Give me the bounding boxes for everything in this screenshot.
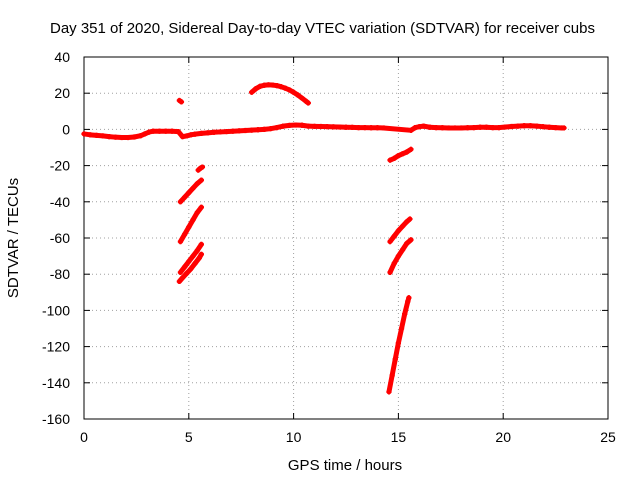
y-tick-label: -80: [50, 266, 70, 282]
data-point: [198, 241, 204, 247]
series-segment: [386, 373, 395, 395]
series-drop-track-g: [387, 237, 414, 275]
x-tick-label: 20: [495, 429, 511, 445]
y-tick-label: -40: [50, 194, 70, 210]
data-series: [81, 82, 567, 395]
y-tick-label: -60: [50, 230, 70, 246]
y-tick-label: -120: [42, 339, 70, 355]
x-axis-label: GPS time / hours: [288, 457, 402, 474]
y-tick-label: 0: [62, 121, 70, 137]
series-segment: [392, 340, 401, 362]
series-segment: [389, 356, 398, 379]
plot-frame: [83, 56, 609, 420]
x-tick-label: 25: [600, 429, 616, 445]
data-point: [198, 251, 204, 257]
grid-lines: [84, 57, 608, 419]
data-point: [407, 216, 413, 222]
y-tick-label: -20: [50, 158, 70, 174]
x-tick-label: 15: [391, 429, 407, 445]
axis-ticks: [83, 56, 609, 420]
data-point: [561, 125, 567, 131]
series-segment: [381, 125, 414, 133]
x-tick-label: 5: [185, 429, 193, 445]
series-drop-track-d: [176, 251, 204, 285]
series-main-trace: [81, 122, 567, 141]
series-drop-track-a: [177, 177, 204, 205]
data-point: [408, 146, 414, 152]
series-drop-track-b: [177, 204, 204, 245]
y-tick-label: 20: [54, 85, 70, 101]
series-drop-track-c: [177, 241, 204, 275]
y-axis-tick-labels: 40 20 0 -20 -40 -60 -80 -100 -120 -140 -160: [42, 49, 70, 427]
y-axis-label: SDTVAR / TECUs: [5, 178, 22, 298]
series-drop-track-f: [387, 216, 413, 245]
data-point: [198, 204, 204, 210]
series-drop-track-e: [387, 146, 414, 163]
x-tick-label: 10: [286, 429, 302, 445]
data-point: [199, 164, 206, 170]
data-point: [408, 237, 414, 243]
series-arc-near-9h: [249, 82, 311, 106]
data-point: [406, 295, 412, 301]
y-tick-label: 40: [54, 49, 70, 65]
x-tick-label: 0: [80, 429, 88, 445]
data-point: [178, 99, 185, 105]
series-isolated-point-4.6h: [176, 97, 185, 105]
y-tick-label: -160: [42, 411, 70, 427]
x-axis-tick-labels: 0 5 10 15 20 25: [80, 429, 616, 445]
y-tick-label: -140: [42, 375, 70, 391]
chart-title: Day 351 of 2020, Sidereal Day-to-day VTE…: [50, 20, 595, 37]
data-point: [198, 177, 204, 183]
y-tick-label: -100: [42, 302, 70, 318]
series-short-segment-5.5h: [195, 164, 206, 173]
data-point: [305, 100, 311, 106]
series-drop-track-h: [386, 295, 412, 395]
